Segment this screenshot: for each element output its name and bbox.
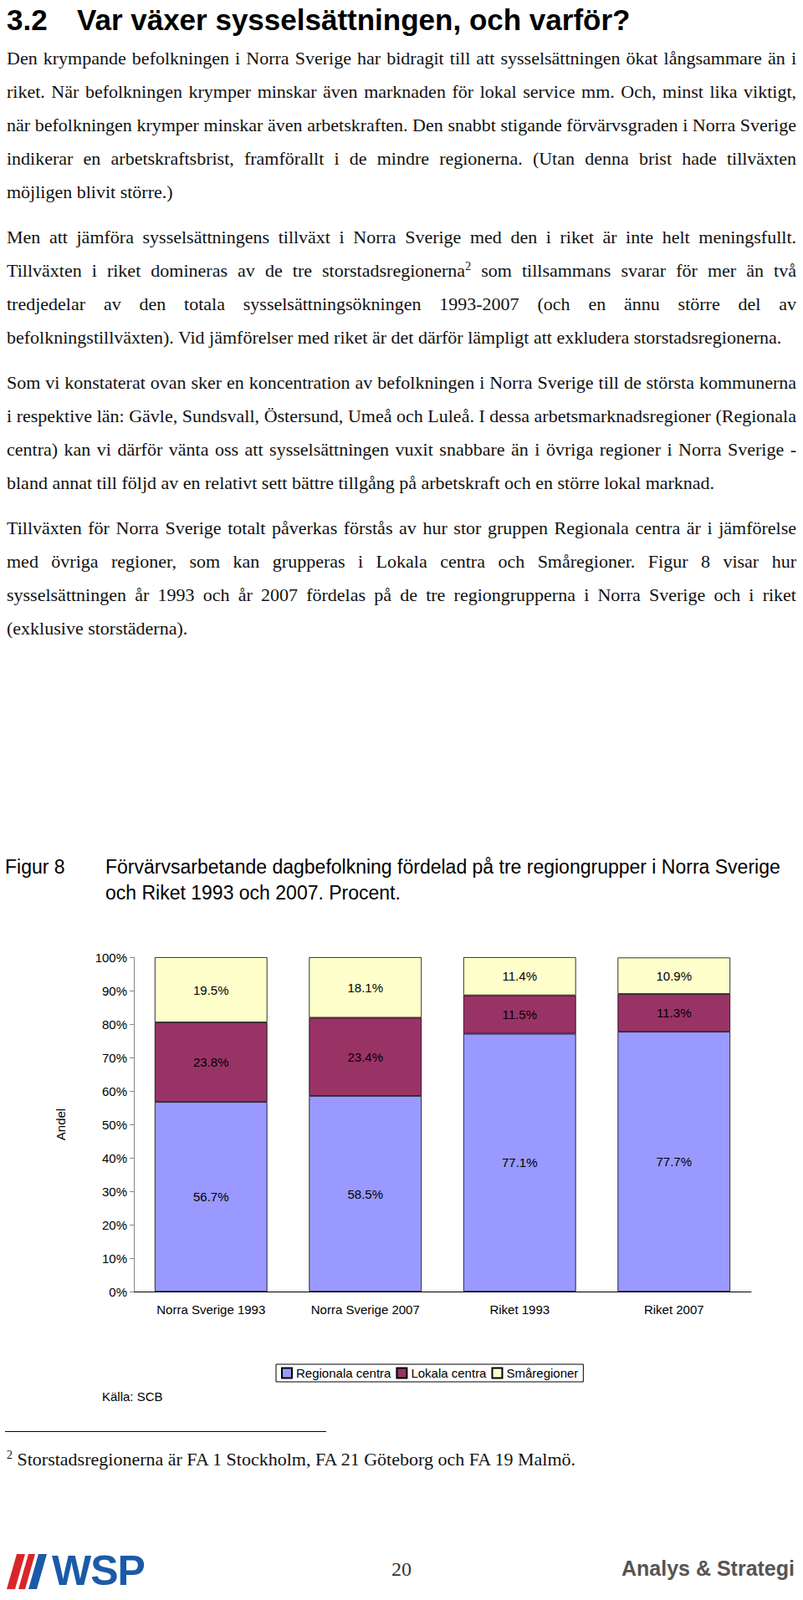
svg-text:56.7%: 56.7%	[193, 1190, 230, 1205]
svg-text:23.8%: 23.8%	[193, 1055, 230, 1070]
html-text:Källa: SCB: Källa: SCB	[102, 1390, 163, 1405]
svg-text:10.9%: 10.9%	[655, 969, 692, 984]
svg-text:Lokala centra: Lokala centra	[410, 1366, 487, 1381]
svg-text:11.3%: 11.3%	[656, 1006, 691, 1021]
html-text:3.2: 3.2	[6, 3, 48, 36]
svg-text:Andel: Andel	[53, 1109, 68, 1141]
svg-text:70%: 70%	[102, 1051, 128, 1066]
html-text:Analys & Strategi: Analys & Strategi	[621, 1557, 795, 1581]
svg-text:11.5%: 11.5%	[502, 1007, 538, 1023]
html-text:Som vi konstaterat ovan sker e: Som vi konstaterat ovan sker en koncentr…	[6, 372, 797, 494]
svg-text:Riket 2007: Riket 2007	[644, 1303, 705, 1318]
svg-text:77.7%: 77.7%	[655, 1155, 692, 1170]
svg-text:30%: 30%	[102, 1185, 128, 1200]
svg-text:58.5%: 58.5%	[347, 1187, 384, 1202]
svg-text:50%: 50%	[102, 1118, 128, 1133]
svg-text:23.4%: 23.4%	[347, 1050, 384, 1065]
html-text:WSP: WSP	[51, 1548, 145, 1596]
svg-text:80%: 80%	[102, 1017, 128, 1033]
svg-text:20%: 20%	[102, 1218, 128, 1233]
svg-text:Regionala centra: Regionala centra	[296, 1366, 392, 1381]
html-text:Förvärvsarbetande dagbefolknin: Förvärvsarbetande dagbefolkning fördelad…	[105, 856, 781, 905]
html-text:20: 20	[391, 1559, 412, 1581]
svg-text:60%: 60%	[102, 1084, 128, 1100]
html-text:2Storstadsregionerna är FA 1 S: 2Storstadsregionerna är FA 1 Stockholm, …	[6, 1449, 576, 1471]
svg-text:10%: 10%	[102, 1252, 128, 1267]
svg-text:40%: 40%	[102, 1151, 128, 1167]
svg-text:Riket 1993: Riket 1993	[489, 1303, 550, 1318]
svg-text:77.1%: 77.1%	[501, 1155, 538, 1171]
svg-text:11.4%: 11.4%	[502, 969, 538, 984]
svg-text:90%: 90%	[102, 984, 128, 999]
html-text:Den krympande befolkningen i N: Den krympande befolkningen i Norra Sveri…	[6, 47, 797, 203]
html-text:Men att jämföra sysselsättning: Men att jämföra sysselsättningens tillvä…	[6, 226, 797, 348]
svg-text:Småregioner: Småregioner	[506, 1366, 578, 1381]
html-text:Var växer sysselsättningen, oc: Var växer sysselsättningen, och varför?	[76, 3, 631, 36]
svg-text:100%: 100%	[95, 951, 128, 966]
svg-text:0%: 0%	[108, 1285, 128, 1300]
svg-text:18.1%: 18.1%	[347, 981, 384, 996]
svg-text:19.5%: 19.5%	[193, 983, 230, 998]
html-text:Tillväxten för Norra Sverige t: Tillväxten för Norra Sverige totalt påve…	[6, 517, 797, 640]
svg-text:Norra Sverige 2007: Norra Sverige 2007	[311, 1303, 420, 1318]
html-text:Figur 8: Figur 8	[5, 856, 65, 879]
svg-text:Norra Sverige 1993: Norra Sverige 1993	[156, 1303, 266, 1318]
